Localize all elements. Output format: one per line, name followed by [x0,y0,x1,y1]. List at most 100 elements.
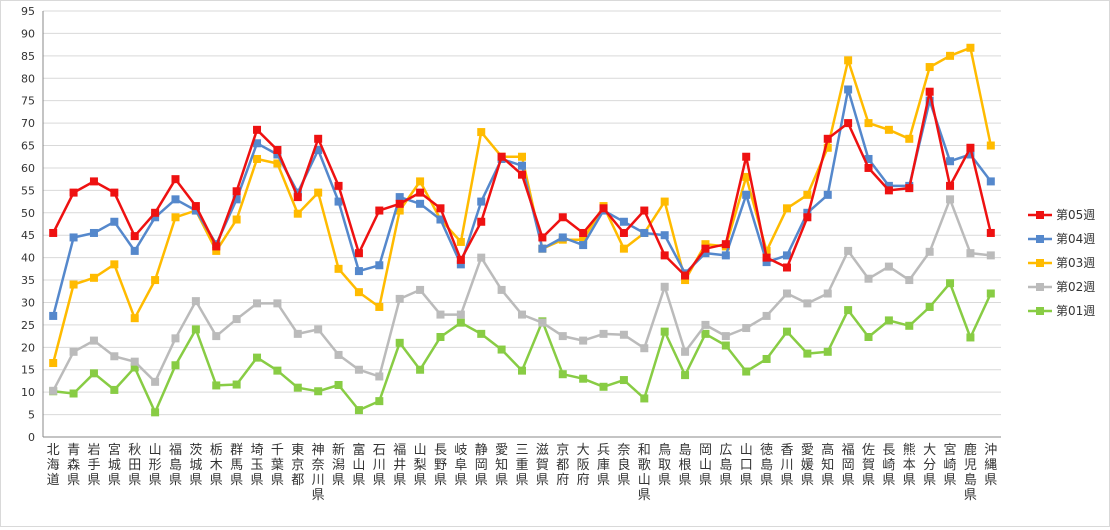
data-point [130,232,139,241]
x-tick-label: 宮城県 [108,442,121,488]
data-point [395,206,404,215]
x-axis: 北海道青森県岩手県宮城県秋田県山形県福島県茨城県栃木県群馬県埼玉県千葉県東京都神… [47,442,998,503]
x-tick-label: 青森県 [67,443,80,488]
data-point [701,320,710,329]
data-point [314,188,323,197]
x-tick-char: 群 [230,443,243,458]
data-point [518,152,526,161]
legend-marker [1036,283,1044,291]
y-tick-label: 30 [21,296,35,309]
x-tick-char: 茨 [189,443,202,458]
x-tick-label: 福岡県 [842,443,855,488]
legend-item: 第05週 [1028,208,1095,222]
x-tick-char: 県 [862,473,875,488]
y-tick-label: 25 [21,319,35,332]
x-tick-label: 島根県 [679,443,692,488]
x-tick-char: 県 [210,473,223,488]
data-point [69,347,78,356]
data-point [477,329,486,338]
data-point [844,306,853,315]
data-point [864,163,873,172]
legend-label: 第05週 [1056,208,1095,222]
x-tick-label: 香川県 [780,443,793,488]
data-point [151,213,160,222]
legend-item: 第02週 [1028,280,1095,294]
x-tick-char: 沖 [984,443,997,458]
data-point [538,318,547,327]
x-tick-char: 県 [760,473,773,488]
x-tick-char: 県 [944,473,957,488]
legend-marker [1036,211,1044,219]
data-point [416,188,425,197]
x-tick-char: 県 [475,473,488,488]
data-point [232,315,241,324]
x-tick-char: 新 [332,442,345,458]
data-point [171,175,180,184]
x-tick-char: 埼 [251,443,264,458]
x-tick-label: 福井県 [393,443,406,488]
data-point [395,338,404,347]
x-tick-label: 大分県 [923,443,936,488]
x-tick-char: 京 [291,458,304,473]
data-point [477,217,486,226]
x-tick-char: 城 [108,458,121,473]
x-tick-char: 岡 [475,458,488,473]
data-point [538,244,547,253]
data-point [273,146,282,155]
x-tick-char: 長 [434,443,447,458]
data-point [558,332,567,341]
x-tick-label: 栃木県 [210,443,223,488]
x-tick-char: 富 [352,442,365,458]
data-point [986,289,995,298]
x-tick-char: 県 [454,473,467,488]
data-point [69,280,78,289]
legend-item: 第04週 [1028,232,1095,246]
data-point [640,228,649,237]
x-tick-char: 阪 [577,458,590,473]
x-tick-label: 京都府 [556,443,569,488]
data-point [966,249,975,258]
data-point [354,249,363,258]
x-tick-char: 府 [556,473,569,488]
data-point [273,299,282,308]
data-point [253,125,262,134]
x-tick-char: 県 [903,473,916,488]
x-tick-char: 道 [47,473,60,488]
data-point [762,354,771,363]
x-tick-char: 香 [780,443,793,458]
x-tick-char: 県 [638,488,651,503]
x-tick-label: 岩手県 [87,443,100,488]
data-point [619,228,628,237]
x-tick-char: 県 [312,488,325,503]
x-tick-char: 山 [699,458,712,473]
x-tick-char: 県 [189,473,202,488]
data-point [925,302,934,311]
data-point [558,233,567,242]
x-tick-label: 群馬県 [230,443,243,488]
x-tick-char: 京 [556,443,569,458]
data-point [110,217,119,226]
data-point [334,181,343,190]
x-tick-char: 野 [434,458,447,473]
data-point [864,274,873,283]
data-point [416,199,425,208]
x-tick-label: 高知県 [821,442,834,488]
data-point [823,347,832,356]
x-tick-char: 都 [291,473,304,488]
data-point [701,329,710,338]
x-tick-char: 県 [393,473,406,488]
x-tick-char: 神 [312,443,325,458]
data-point [354,406,363,415]
x-tick-label: 山形県 [149,443,162,488]
data-point [681,271,690,280]
x-tick-char: 福 [169,443,182,458]
data-point [701,249,710,258]
series-第02週 [49,195,995,395]
data-point [212,242,221,251]
data-point [721,240,730,249]
data-point [375,372,384,381]
y-tick-label: 90 [21,27,35,40]
data-point [599,204,608,213]
